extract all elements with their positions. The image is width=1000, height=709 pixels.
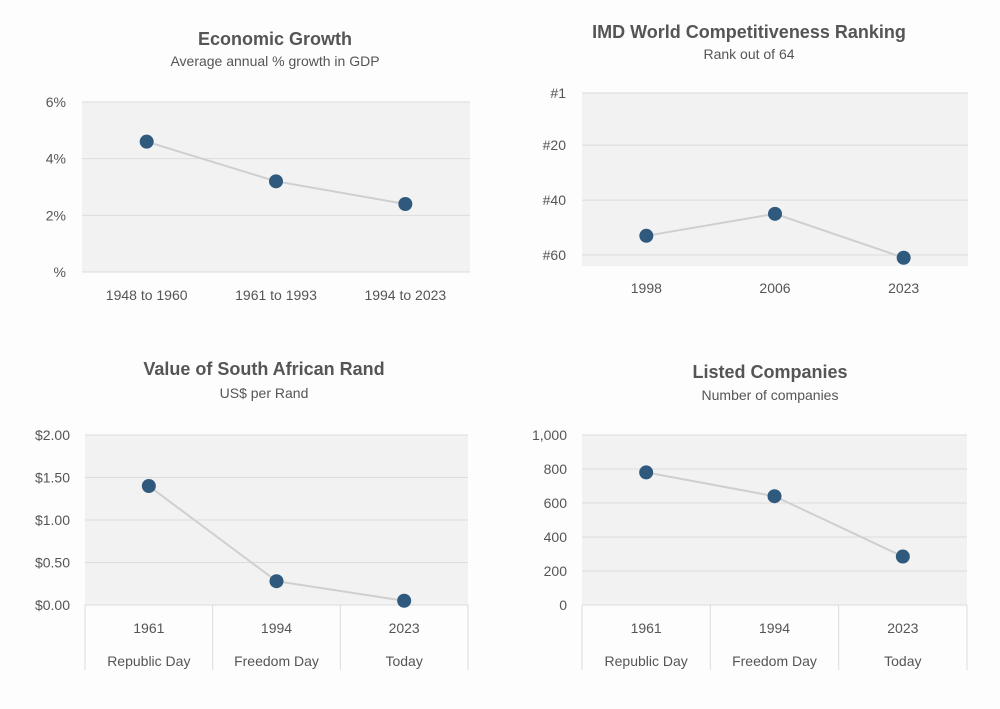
x-tick-label: 1994 bbox=[261, 620, 292, 636]
y-tick-label: #20 bbox=[543, 137, 567, 153]
chart-subtitle: US$ per Rand bbox=[220, 385, 309, 401]
x-subcategory-label: Freedom Day bbox=[234, 653, 319, 669]
plot-area bbox=[582, 435, 967, 605]
x-subcategory-label: Today bbox=[385, 653, 422, 669]
x-tick-label: 1994 bbox=[759, 620, 790, 636]
y-tick-label: 4% bbox=[46, 151, 66, 167]
chart-title: Value of South African Rand bbox=[143, 359, 384, 379]
x-subcategory-label: Republic Day bbox=[107, 653, 190, 669]
chart-panel-4: Listed Companies Number of companies 0 200 4… bbox=[532, 362, 968, 670]
y-tick-label: $2.00 bbox=[35, 427, 70, 443]
y-tick-label: $0.50 bbox=[35, 555, 70, 571]
y-tick-label: 2% bbox=[46, 207, 66, 223]
chart-title: Listed Companies bbox=[692, 362, 847, 382]
y-tick-label: 800 bbox=[544, 461, 568, 477]
x-tick-label: 1948 to 1960 bbox=[106, 287, 188, 303]
chart-subtitle: Average annual % growth in GDP bbox=[170, 53, 379, 69]
chart-subtitle: Rank out of 64 bbox=[703, 46, 794, 62]
y-tick-label: 600 bbox=[544, 495, 568, 511]
data-point bbox=[139, 134, 154, 149]
data-point bbox=[269, 174, 283, 189]
data-point bbox=[767, 489, 782, 504]
data-point bbox=[768, 206, 782, 221]
x-tick-label: 2023 bbox=[389, 620, 420, 636]
y-tick-label: 6% bbox=[46, 94, 66, 110]
plot-area bbox=[582, 93, 968, 266]
chart-subtitle: Number of companies bbox=[702, 387, 839, 403]
y-tick-label: 0 bbox=[559, 597, 567, 613]
chart-title: IMD World Competitiveness Ranking bbox=[592, 22, 906, 42]
chart-panel-2: IMD World Competitiveness Ranking Rank ou… bbox=[543, 22, 968, 296]
y-tick-label: #60 bbox=[543, 247, 567, 263]
y-tick-label: $0.00 bbox=[35, 597, 70, 613]
data-point bbox=[639, 228, 654, 243]
data-point bbox=[895, 549, 910, 564]
y-tick-label: 400 bbox=[544, 529, 568, 545]
y-tick-label: 1,000 bbox=[532, 427, 567, 443]
x-tick-label: 2006 bbox=[759, 280, 790, 296]
y-tick-label: % bbox=[54, 264, 66, 280]
chart-panel-3: Value of South African Rand US$ per Rand $… bbox=[35, 359, 469, 670]
data-point bbox=[141, 479, 156, 493]
x-tick-label: 2023 bbox=[887, 620, 918, 636]
x-tick-label: 1961 bbox=[631, 620, 662, 636]
y-tick-label: #1 bbox=[550, 85, 566, 101]
data-point bbox=[896, 250, 911, 265]
x-tick-label: 1998 bbox=[631, 280, 662, 296]
x-tick-label: 1961 bbox=[133, 620, 164, 636]
x-subcategory-label: Republic Day bbox=[605, 653, 688, 669]
x-tick-label: 1994 to 2023 bbox=[364, 287, 446, 303]
x-tick-label: 1961 to 1993 bbox=[235, 287, 317, 303]
x-subcategory-label: Freedom Day bbox=[732, 653, 817, 669]
chart-panel-1: Economic Growth Average annual % growth i… bbox=[46, 29, 470, 303]
y-tick-label: $1.00 bbox=[35, 512, 70, 528]
data-point bbox=[397, 593, 412, 608]
y-tick-label: $1.50 bbox=[35, 470, 70, 486]
y-tick-label: #40 bbox=[543, 192, 567, 208]
data-point bbox=[398, 197, 413, 211]
data-point bbox=[639, 465, 654, 480]
data-point bbox=[269, 574, 284, 589]
chart-title: Economic Growth bbox=[198, 29, 352, 49]
x-tick-label: 2023 bbox=[888, 280, 919, 296]
x-subcategory-label: Today bbox=[884, 653, 921, 669]
y-tick-label: 200 bbox=[544, 563, 568, 579]
